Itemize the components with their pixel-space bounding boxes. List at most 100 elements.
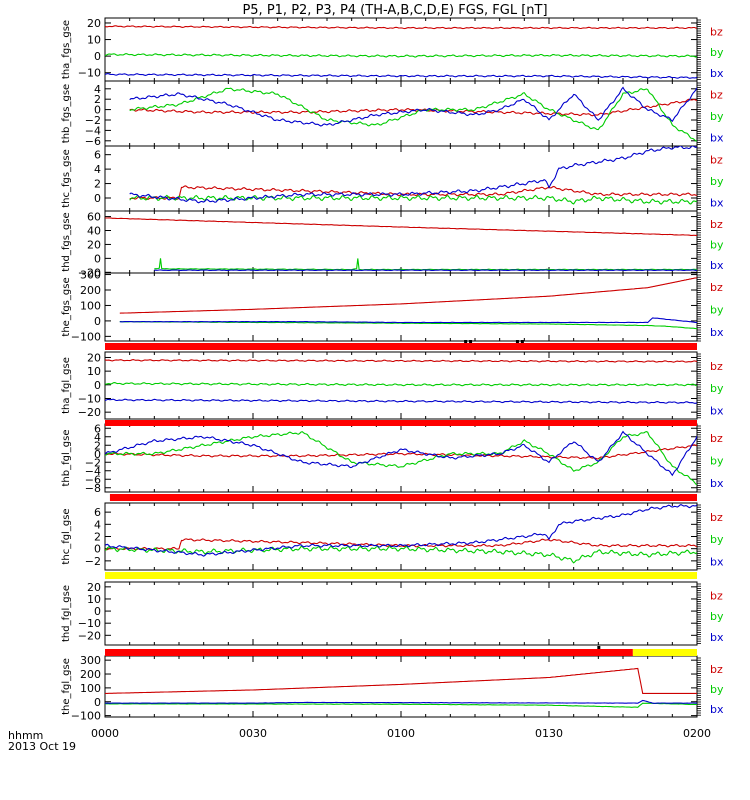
series-line-bx [154,269,697,272]
quality-flag-bar [105,340,697,350]
y-tick-label: 0 [94,104,101,117]
y-tick-label: −100 [71,330,101,343]
legend-by: by [710,533,724,546]
y-axis-label: thb_fgl_gse [61,430,72,487]
series-line-bx [105,699,697,704]
legend-by: by [710,46,724,59]
legend-by: by [710,683,724,696]
series-line-by [105,545,697,564]
series-line-bx [119,317,697,324]
series-line-by [154,258,697,271]
y-tick-label: −10 [78,617,101,630]
panel-frame [104,423,698,493]
y-tick-label: −4 [85,465,101,478]
quality-flag-bar [105,646,697,656]
y-tick-label: 4 [94,518,101,531]
series-line-bx [129,146,697,204]
y-tick-label: −10 [78,392,101,405]
y-tick-label: 0 [94,448,101,461]
y-tick-label: −10 [78,67,101,80]
y-tick-label: 10 [87,593,101,606]
legend-bz: bz [710,218,723,231]
flag-tick [520,340,524,343]
panel-tha_fgs_gse: 20 10 0 −10 tha_fgs_gse bz by bx [61,17,724,82]
legend-bz: bz [710,154,723,167]
y-axis-label: thd_fgs_gse [61,212,72,271]
series-line-bz [105,217,697,236]
y-axis-label: thc_fgs_gse [61,149,72,208]
y-tick-label: 200 [80,284,101,297]
series-line-bx [105,73,697,79]
y-tick-label: 4 [94,163,101,176]
legend-bx: bx [710,259,724,272]
series-line-by [105,431,697,486]
legend-bz: bz [710,281,723,294]
y-tick-label: −100 [71,710,101,723]
panel-thb_fgs_gse: 420−2−4−6 thb_fgs_gse bz by bx [61,80,724,148]
series-line-by [105,53,697,58]
panel-frame [104,272,698,342]
series-line-by [105,382,697,387]
quality-flag-bar [105,572,697,579]
legend-by: by [710,382,724,395]
y-tick-label: 0 [94,543,101,556]
plot-title: P5, P1, P2, P3, P4 (TH-A,B,C,D,E) FGS, F… [242,3,547,18]
x-tick-label: 0130 [535,727,563,740]
y-tick-label: −4 [85,124,101,137]
y-axis-label: thb_fgs_gse [61,84,72,143]
flag-segment-red [105,343,697,350]
legend-bz: bz [710,360,723,373]
legend-bz: bz [710,25,723,38]
y-tick-label: 0 [94,50,101,63]
legend-by: by [710,455,724,468]
legend-bz: bz [710,89,723,102]
y-tick-label: −6 [85,473,101,486]
flag-tick [515,340,519,343]
y-axis-label: thc_fgl_gse [61,508,72,564]
flag-tick [469,340,473,343]
x-tick-label: 0000 [91,727,119,740]
series-line-by [105,702,697,708]
y-axis-label: the_fgl_gse [61,658,72,715]
series-line-bz [129,185,697,200]
legend-bx: bx [710,703,724,716]
y-tick-label: −2 [85,555,101,568]
panel-frame [104,502,698,571]
legend-by: by [710,239,724,252]
y-tick-label: 60 [87,211,101,224]
y-tick-label: 4 [94,431,101,444]
legend-bx: bx [710,555,724,568]
y-tick-label: 300 [80,269,101,282]
legend-by: by [710,610,724,623]
series-line-bz [105,444,697,460]
y-tick-label: −2 [85,114,101,127]
legend-bz: bz [710,511,723,524]
series-line-bz [129,98,697,117]
legend-bx: bx [710,132,724,145]
quality-flag-bar [109,494,697,501]
y-tick-label: 2 [94,531,101,544]
y-tick-label: 0 [94,605,101,618]
y-tick-label: 4 [94,83,101,96]
quality-flag-bar [105,420,697,426]
y-tick-label: 100 [80,299,101,312]
y-tick-label: 6 [94,149,101,162]
series-line-bz [105,359,697,363]
y-tick-label: 0 [94,379,101,392]
y-tick-label: 0 [94,315,101,328]
series-line-by [129,194,697,205]
legend-bx: bx [710,404,724,417]
y-tick-label: −20 [78,629,101,642]
series-line-bx [105,430,697,477]
x-tick-label: 0200 [683,727,711,740]
y-axis-label: the_fgs_gse [61,277,72,336]
flag-tick [597,646,601,649]
panel-frame [104,655,698,718]
y-axis-label: tha_fgl_gse [61,357,72,414]
series-line-bz [105,538,697,551]
series-line-by [119,321,697,330]
flag-segment-red [105,649,633,656]
